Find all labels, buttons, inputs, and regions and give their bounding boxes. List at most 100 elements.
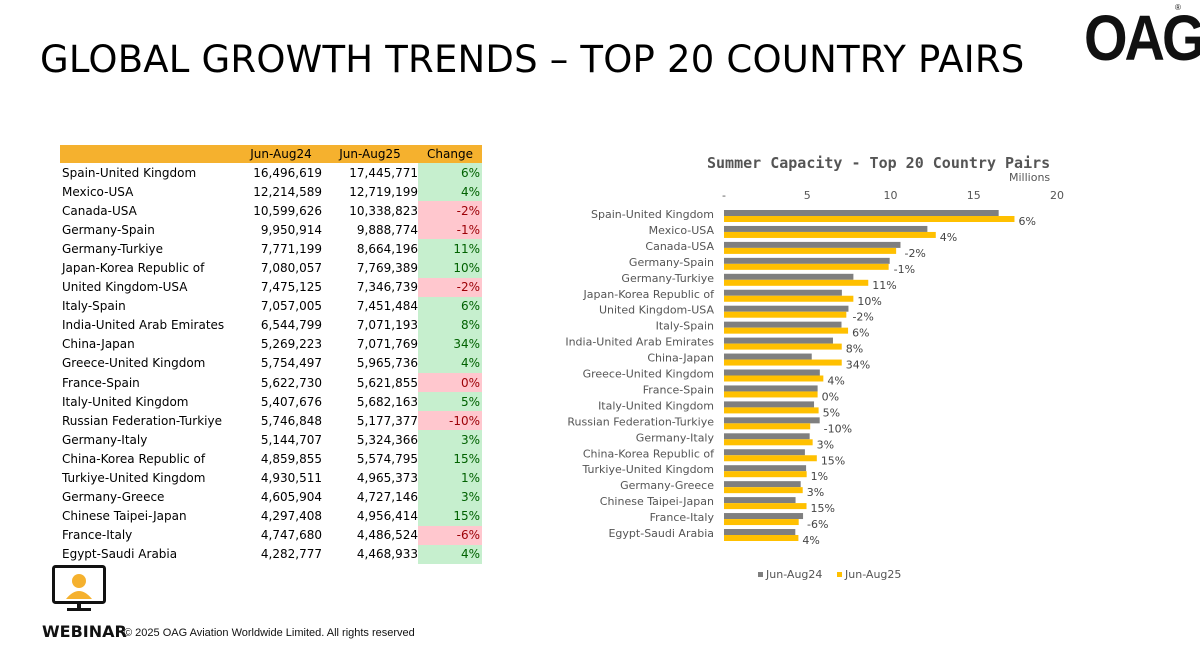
cell-pair: France-Spain [62, 375, 140, 390]
country-pairs-table: Jun-Aug24 Jun-Aug25 Change Spain-United … [60, 145, 482, 564]
oag-logo: OAG [1084, 1, 1200, 74]
bar-jun-aug24 [724, 210, 999, 216]
bar-jun-aug24 [724, 305, 849, 312]
bar-jun-aug24 [724, 465, 807, 472]
cell-jun-aug24: 7,771,199 [260, 241, 322, 256]
cell-change: 8% [418, 315, 482, 335]
bar-jun-aug24 [724, 513, 804, 520]
cell-change: 3% [418, 487, 482, 507]
bar-jun-aug24 [724, 225, 928, 232]
bar-jun-aug24 [724, 289, 842, 296]
cell-change: -1% [418, 220, 482, 240]
bar-jun-aug25 [724, 247, 897, 254]
cell-jun-aug24: 10,599,626 [253, 203, 322, 218]
bar-jun-aug25 [724, 391, 818, 398]
cell-jun-aug25: 7,071,193 [356, 318, 418, 333]
cell-change: 15% [418, 506, 482, 526]
cell-jun-aug24: 7,080,057 [260, 261, 322, 276]
cell-jun-aug24: 4,282,777 [260, 547, 322, 562]
cell-change: 11% [418, 239, 482, 259]
category-label: Germany-Turkiye [621, 272, 714, 285]
bar-jun-aug24 [724, 273, 854, 280]
table-row: Germany-Spain 9,950,914 9,888,774 -1% [60, 220, 482, 240]
cell-pair: United Kingdom-USA [62, 280, 188, 295]
category-label: Germany-Italy [636, 431, 715, 444]
bar-jun-aug24 [724, 449, 805, 456]
table-row: Russian Federation-Turkiye 5,746,848 5,177… [60, 411, 482, 431]
bar-jun-aug25 [724, 423, 811, 430]
bar-jun-aug24 [724, 497, 796, 504]
cell-jun-aug24: 5,269,223 [260, 337, 322, 352]
category-label: United Kingdom-USA [599, 304, 714, 317]
cell-jun-aug25: 4,965,373 [356, 471, 418, 486]
category-label: Russian Federation-Turkiye [567, 415, 714, 428]
category-label: Italy-Spain [656, 320, 714, 333]
webinar-label: WEBINAR [42, 622, 127, 641]
bar-jun-aug24 [724, 321, 842, 328]
cell-jun-aug25: 4,956,414 [356, 509, 418, 524]
webinar-icon [52, 565, 106, 611]
x-tick-label: 10 [884, 189, 898, 202]
cell-jun-aug24: 5,622,730 [260, 375, 322, 390]
cell-pair: Chinese Taipei-Japan [62, 509, 187, 524]
cell-pair: Japan-Korea Republic of [62, 261, 205, 276]
category-label: Turkiye-United Kingdom [581, 463, 714, 476]
cell-jun-aug25: 4,468,933 [356, 547, 418, 562]
table-row: India-United Arab Emirates 6,544,799 7,071… [60, 315, 482, 335]
table-row: France-Italy 4,747,680 4,486,524 -6% [60, 525, 482, 545]
cell-pair: China-Korea Republic of [62, 451, 206, 466]
bar-jun-aug24 [724, 385, 818, 392]
bar-jun-aug24 [724, 257, 890, 264]
data-label: -2% [904, 247, 925, 260]
bar-jun-aug25 [724, 519, 799, 526]
category-label: Chinese Taipei-Japan [600, 495, 714, 508]
cell-change: 6% [418, 163, 482, 183]
cell-pair: Mexico-USA [62, 184, 134, 199]
cell-change: -2% [418, 201, 482, 221]
cell-change: 34% [418, 334, 482, 354]
cell-jun-aug25: 7,769,389 [356, 261, 418, 276]
table-row: Greece-United Kingdom 5,754,497 5,965,736 4… [60, 353, 482, 374]
data-label: 3% [817, 438, 834, 451]
data-label: 4% [802, 534, 819, 547]
bar-jun-aug25 [724, 455, 817, 462]
cell-pair: India-United Arab Emirates [62, 318, 225, 333]
cell-jun-aug25: 4,727,146 [356, 490, 418, 505]
x-tick-label: - [722, 189, 726, 202]
page-title: GLOBAL GROWTH TRENDS – TOP 20 COUNTRY PA… [40, 38, 1025, 81]
category-label: Japan-Korea Republic of [583, 288, 716, 301]
cell-change: 4% [418, 544, 482, 564]
data-label: 1% [811, 470, 828, 483]
table-row: United Kingdom-USA 7,475,125 7,346,739 -2% [60, 277, 482, 297]
table-row: Germany-Turkiye 7,771,199 8,664,196 11% [60, 239, 482, 259]
cell-change: 3% [418, 430, 482, 450]
bar-jun-aug25 [724, 279, 869, 286]
cell-jun-aug25: 5,324,366 [356, 432, 418, 447]
cell-jun-aug24: 5,754,497 [260, 356, 322, 371]
unit-label: Millions [1009, 171, 1050, 184]
data-label: 5% [823, 406, 840, 419]
cell-jun-aug25: 5,965,736 [356, 356, 418, 371]
bar-jun-aug25 [724, 439, 813, 446]
category-label: Mexico-USA [649, 224, 715, 237]
data-label: 8% [846, 343, 863, 356]
cell-pair: Greece-United Kingdom [62, 356, 206, 371]
table-row: Spain-United Kingdom 16,496,619 17,445,771… [60, 163, 482, 183]
x-tick-label: 5 [804, 189, 811, 202]
data-label: 34% [846, 359, 870, 372]
legend-swatch-jun-aug24 [758, 572, 763, 577]
cell-change: 15% [418, 449, 482, 469]
header-change: Change [418, 145, 482, 163]
bar-jun-aug24 [724, 417, 820, 424]
cell-change: 0% [418, 373, 482, 393]
table-row: France-Spain 5,622,730 5,621,855 0% [60, 373, 482, 393]
cell-pair: Germany-Greece [62, 490, 165, 505]
cell-jun-aug25: 7,071,769 [356, 337, 418, 352]
category-label: Canada-USA [645, 240, 714, 253]
x-tick-label: 15 [967, 189, 981, 202]
data-label: 15% [821, 454, 845, 467]
bar-jun-aug25 [724, 327, 849, 334]
cell-jun-aug25: 12,719,199 [349, 184, 418, 199]
cell-jun-aug24: 7,057,005 [260, 299, 322, 314]
cell-jun-aug24: 5,746,848 [260, 413, 322, 428]
